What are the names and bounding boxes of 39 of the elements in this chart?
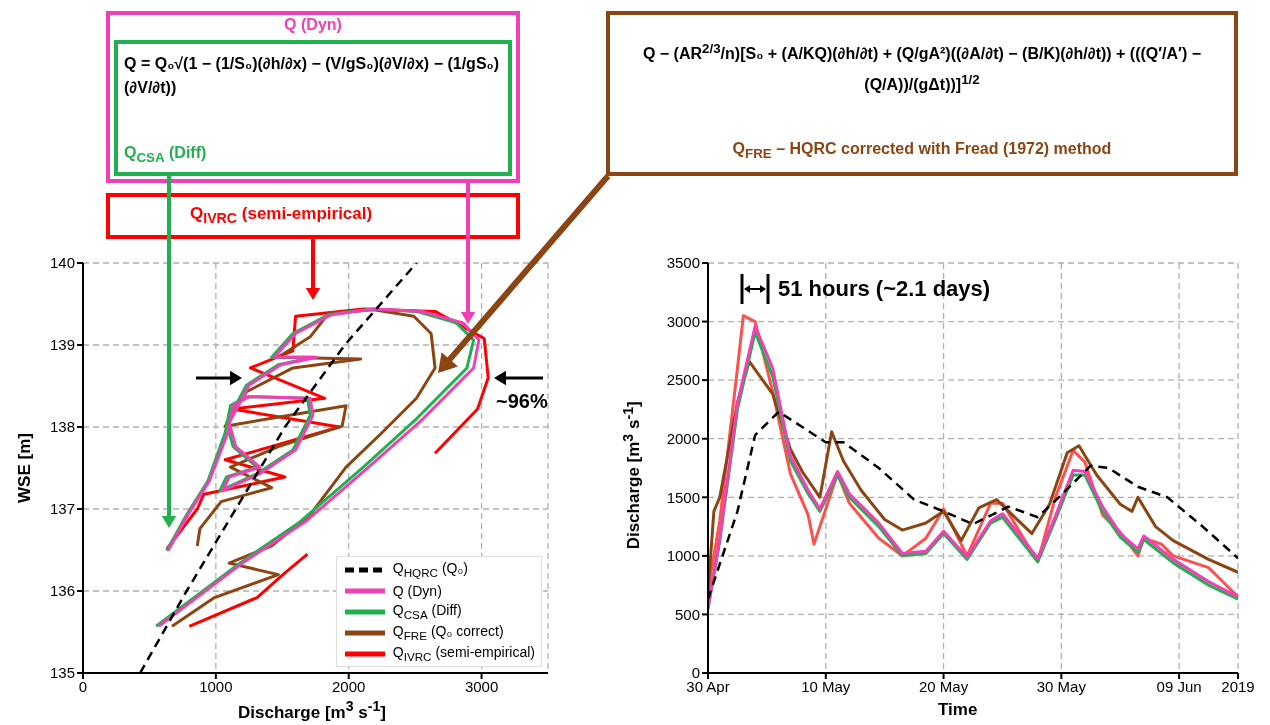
text: Q$_{CSA}$ (Diff) <box>124 144 207 166</box>
x-tick-label: 30 May <box>1036 677 1087 695</box>
line-series <box>187 552 310 628</box>
legend-label: Q$_{HQRC}$ (Q₀) <box>392 560 468 579</box>
y-tick-label: 2000 <box>666 430 700 448</box>
x-tick-label: 1000 <box>199 677 233 695</box>
text: Q − (AR$^{2/3}$/n)[S₀ + (A/KQ)(∂h/∂t) + (Q/gA²)((∂A/∂t) − (B/K)(∂h/∂t)) + (((Q′/A′) − (Q/A))/(gΔt))]$^{1/2}$ <box>641 40 1203 96</box>
x-axis-title: Time <box>938 700 978 720</box>
annotation: 51 hours (~2.1 days) <box>778 276 991 302</box>
legend-label: Q (Dyn) <box>392 582 442 599</box>
legend-label: Q$_{FRE}$ (Q₀ correct) <box>392 623 504 642</box>
x-tick-label: 09 Jun <box>1156 677 1202 695</box>
legend-label: Q$_{CSA}$ (Diff) <box>392 602 462 621</box>
x-tick-label: 0 <box>78 677 88 695</box>
y-tick-label: 1000 <box>666 547 700 565</box>
y-tick-label: 138 <box>49 418 75 436</box>
x-axis-title: Discharge [m$^{3}$ s$^{-1}$] <box>238 698 387 723</box>
y-tick-label: 3500 <box>666 254 700 272</box>
y-tick-label: 137 <box>49 500 75 518</box>
y-tick-label: 140 <box>49 254 75 272</box>
x-tick-label: 3000 <box>464 677 499 695</box>
y-tick-label: 136 <box>49 582 75 600</box>
y-tick-label: 2500 <box>666 371 700 389</box>
legend-label: Q$_{IVRC}$ (semi-empirical) <box>392 644 535 663</box>
text: Q$_{FRE}$ – HQRC corrected with Fread (1972) method <box>731 140 1113 162</box>
y-tick-label: 500 <box>674 605 700 623</box>
text: Q = Q₀√(1 − (1/S₀)(∂h/∂x) − (V/gS₀)(∂V/∂x) − (1/gS₀)(∂V/∂t)) <box>124 54 501 98</box>
text: Q$_{IVRC}$ (semi-empirical) <box>190 204 373 227</box>
y-tick-label: 3000 <box>666 312 700 330</box>
y-axis-title: WSE [m] <box>14 433 35 503</box>
text: Q (Dyn) <box>283 16 343 34</box>
x-tick-label: 2019 <box>1221 677 1255 695</box>
y-tick-label: 135 <box>49 664 75 682</box>
x-tick-label: 10 May <box>801 677 851 695</box>
y-tick-label: 1500 <box>666 488 700 506</box>
x-tick-label: 20 May <box>918 677 969 695</box>
y-tick-label: 139 <box>49 336 75 354</box>
x-tick-label: 2000 <box>332 677 366 695</box>
annotation: ~96% <box>496 390 548 413</box>
